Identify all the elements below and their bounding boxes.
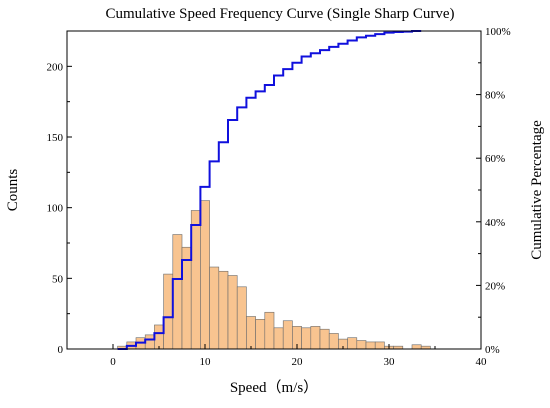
x-axis-title: Speed（m/s） [230, 379, 318, 396]
histogram-bar [411, 344, 422, 350]
x-tick-label: 0 [110, 356, 116, 368]
histogram-bar [190, 210, 201, 350]
y-tick-label: 0 [58, 344, 64, 356]
histogram-bar [328, 333, 339, 350]
x-tick-label: 10 [200, 356, 212, 368]
histogram-bar [163, 273, 174, 350]
histogram-bars [117, 200, 431, 350]
cumulative-curve [117, 30, 422, 350]
y2-tick-label: 100% [485, 26, 511, 38]
y-tick-label: 150 [47, 132, 64, 144]
y2-tick-label: 0% [485, 344, 500, 356]
histogram-bar [301, 327, 312, 350]
histogram-bar [154, 324, 164, 350]
y2-axis-title: Cumulative Percentage [529, 120, 545, 260]
histogram-bar [218, 270, 229, 350]
x-tick-label: 30 [384, 356, 396, 368]
y2-tick-label: 40% [485, 217, 505, 229]
x-tick-label: 20 [292, 356, 304, 368]
histogram-bar [246, 316, 256, 350]
histogram-bar [264, 311, 275, 350]
histogram-bar [282, 320, 293, 350]
histogram-bar [374, 341, 385, 350]
x-tick-label: 40 [476, 356, 488, 368]
chart-title: Cumulative Speed Frequency Curve (Single… [105, 6, 454, 22]
x-axis: 0 10 20 30 40 [66, 344, 488, 368]
y-axis-title: Counts [5, 169, 21, 212]
histogram-bar [347, 337, 358, 350]
histogram-bar [172, 234, 183, 350]
y2-tick-label: 60% [485, 153, 505, 165]
y-tick-label: 100 [47, 203, 64, 215]
histogram-bar [310, 326, 321, 350]
histogram-bar [200, 200, 210, 350]
y2-tick-label: 80% [485, 90, 505, 102]
histogram-bar [273, 327, 284, 350]
y-tick-label: 50 [52, 273, 64, 285]
histogram-bar [319, 328, 330, 350]
histogram-bar [365, 341, 376, 350]
histogram-bar [209, 266, 220, 350]
y-axis-left: 0 50 100 150 200 [47, 61, 72, 356]
histogram-bar [356, 340, 367, 350]
histogram-bar [227, 275, 238, 350]
histogram-bar [255, 319, 266, 350]
y-axis-right: 0% 20% 40% 60% 80% 100% [476, 26, 511, 356]
histogram-bar [181, 246, 192, 350]
cumulative-line [117, 30, 422, 350]
histogram-bar [236, 286, 247, 350]
histogram-bar [144, 334, 155, 350]
y2-tick-label: 20% [485, 280, 505, 292]
y-tick-label: 200 [47, 61, 64, 73]
